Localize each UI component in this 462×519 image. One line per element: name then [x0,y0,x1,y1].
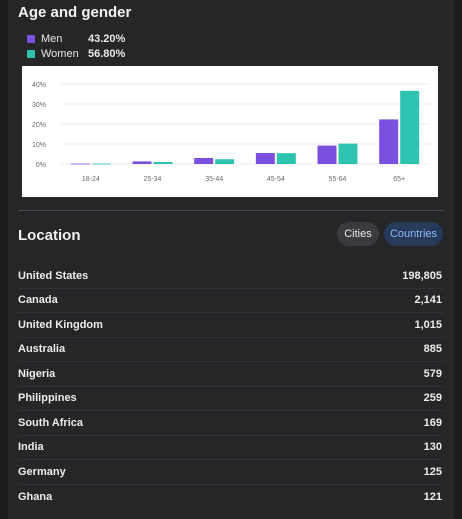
y-tick-label: 0% [36,162,46,169]
x-tick-label: 25-34 [144,176,162,183]
country-name: United Kingdom [18,318,103,331]
country-count: 2,141 [414,294,442,307]
age-gender-title: Age and gender [18,4,132,21]
bar-women-18-24 [91,163,111,165]
country-count: 259 [423,392,442,405]
y-tick-label: 10% [32,142,46,149]
legend-label-men: Men [41,32,63,45]
legend-label-women: Women [41,47,79,60]
legend-item-men: Men 43.20% [27,31,125,46]
bar-men-65+ [379,119,399,164]
country-row: Germany 125 [18,460,444,485]
x-tick-label: 65+ [393,176,405,183]
country-count: 579 [423,367,442,380]
country-row: Nigeria 579 [18,362,444,387]
y-tick-label: 40% [32,82,46,89]
country-count: 121 [423,490,442,503]
legend-swatch-men [27,34,35,43]
country-row: Ghana 121 [18,485,444,510]
x-tick-label: 35-44 [205,176,223,183]
country-row: Canada 2,141 [18,289,444,313]
legend-item-women: Women 56.80% [27,46,125,61]
bar-women-25-34 [153,162,173,164]
tab-countries[interactable]: Countries [384,222,443,246]
x-tick-label: 45-54 [267,176,285,183]
location-title: Location [18,227,81,244]
country-name: Germany [18,465,66,478]
x-tick-label: 18-24 [82,176,100,183]
y-tick-label: 20% [32,122,46,129]
country-count: 125 [423,465,442,478]
bar-women-35-44 [215,159,235,164]
legend-value-women: 56.80% [88,47,126,60]
country-count: 885 [423,343,442,356]
country-name: India [18,441,44,454]
country-name: Canada [18,294,58,307]
country-name: Australia [18,343,66,356]
country-name: Nigeria [18,367,56,380]
country-count: 130 [423,441,442,454]
tab-cities[interactable]: Cities [337,222,379,246]
country-count: 198,805 [402,269,442,282]
country-row: India 130 [18,436,444,460]
country-row: United States 198,805 [18,264,444,289]
country-count: 169 [423,416,442,429]
bar-men-25-34 [132,161,152,164]
country-name: Philippines [18,392,77,405]
bar-women-65+ [400,90,420,164]
country-name: Ghana [18,490,53,503]
y-tick-label: 30% [32,102,46,109]
gender-legend: Men 43.20% Women 56.80% [27,31,125,61]
age-gender-chart: 0% 10% 20% 30% 40% 18-24 25-34 35-44 45-54 55-64 6… [22,66,438,197]
country-row: United Kingdom 1,015 [18,313,444,338]
bar-men-55-64 [317,145,337,164]
country-list: United States 198,805 Canada 2,141 United Ki… [18,264,444,509]
country-row: Philippines 259 [18,387,444,411]
legend-value-men: 43.20% [88,32,126,45]
audience-panel: Age and gender Men 43.20% Women 56.80% 0… [8,0,454,519]
country-count: 1,015 [414,318,442,331]
age-gender-bar-chart: 0% 10% 20% 30% 40% 18-24 25-34 35-44 45-54 55-64 6… [32,82,430,183]
bar-men-35-44 [194,158,214,164]
bar-men-45-54 [255,153,275,164]
x-tick-label: 55-64 [329,176,347,183]
country-row: Australia 885 [18,338,444,362]
legend-swatch-women [27,49,35,58]
bar-men-18-24 [70,163,90,165]
country-name: South Africa [18,416,83,429]
bar-women-45-54 [276,153,296,164]
country-row: South Africa 169 [18,411,444,436]
bar-women-55-64 [338,143,358,164]
country-name: United States [18,269,89,282]
section-divider [18,210,444,211]
